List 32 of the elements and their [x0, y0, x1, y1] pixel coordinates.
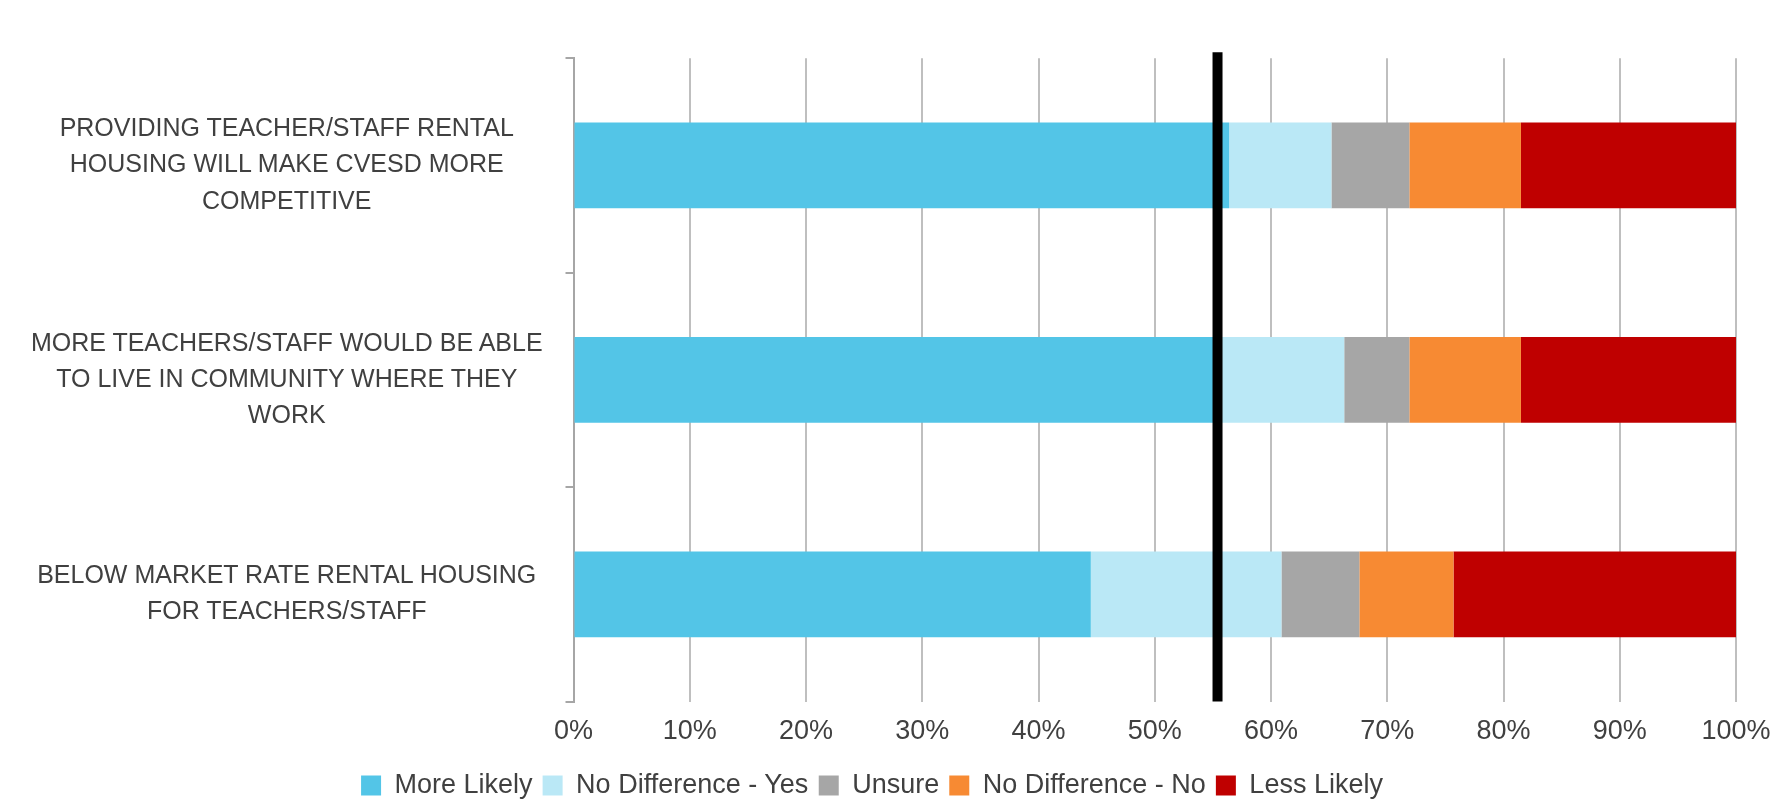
x-tick-label: 30%: [895, 715, 950, 746]
x-tick-label: 0%: [553, 715, 594, 746]
x-tick-label: 90%: [1592, 715, 1647, 746]
bar: [1520, 337, 1736, 423]
bar: [1359, 551, 1454, 638]
x-tick-label: 70%: [1360, 715, 1415, 746]
y-tick-label: BELOW MARKET RATE RENTAL HOUSING FOR TEACHERS/STAFF: [37, 560, 537, 625]
x-tick-label: 20%: [778, 715, 834, 746]
bar: [1409, 122, 1521, 209]
bar: [1281, 551, 1360, 638]
legend-label: No Difference - Yes: [576, 768, 809, 799]
bar: [1453, 551, 1736, 638]
bar: [1229, 122, 1332, 209]
bar: [1520, 122, 1736, 209]
x-tick-label: 80%: [1476, 715, 1531, 746]
bar: [1090, 551, 1282, 638]
legend-label: Less Likely: [1249, 768, 1384, 799]
legend-label: No Difference - No: [982, 768, 1206, 799]
bar: [1331, 122, 1410, 209]
x-tick-label: 60%: [1243, 715, 1299, 746]
bar: [1409, 337, 1521, 423]
y-tick-label: MORE TEACHERS/STAFF WOULD BE ABLE TO LIVE IN COMMUNITY WHERE THEY WORK: [30, 327, 543, 429]
legend-label: Unsure: [852, 768, 940, 799]
bar: [1344, 337, 1410, 423]
x-tick-label: 100%: [1701, 715, 1771, 746]
x-tick-label: 10%: [662, 715, 717, 746]
bar: [574, 122, 1230, 209]
x-tick-label: 50%: [1127, 715, 1182, 746]
legend-label: More Likely: [394, 768, 534, 799]
bar: [574, 551, 1091, 638]
y-tick-label: PROVIDING TEACHER/STAFF RENTAL HOUSING WILL MAKE CVESD MORE COMPETITIVE: [59, 113, 514, 214]
x-tick-label: 40%: [1011, 715, 1066, 746]
